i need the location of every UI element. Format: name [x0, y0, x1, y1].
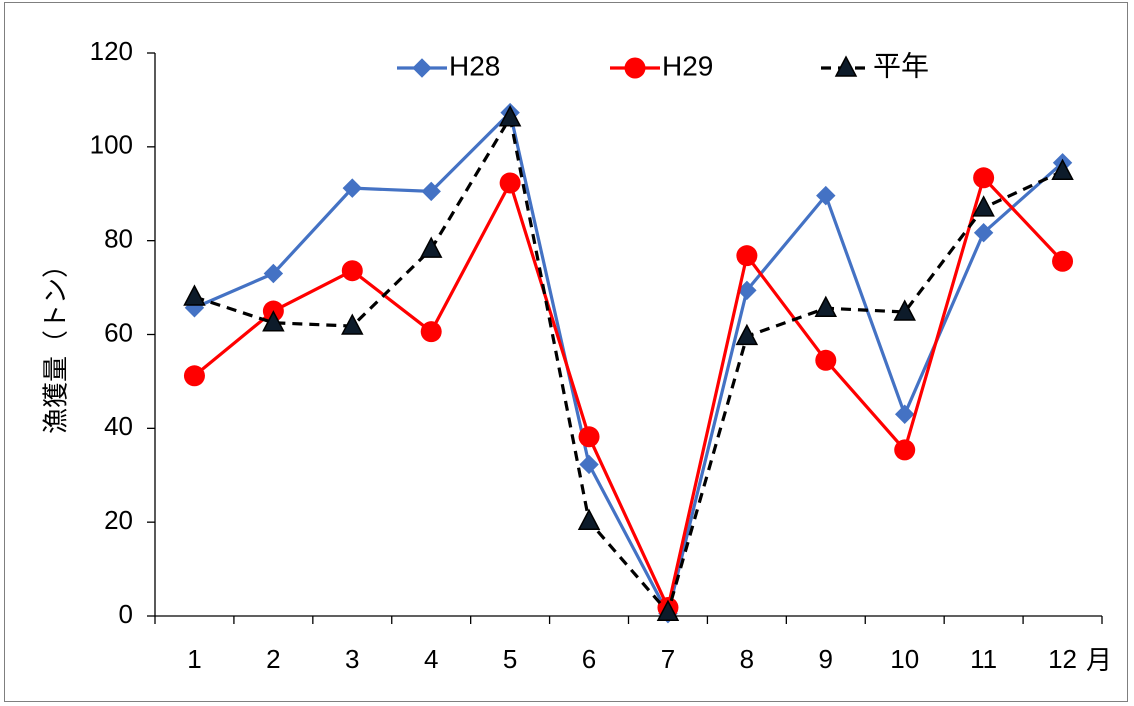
series-H28: [184, 102, 1073, 624]
x-tick-label: 1: [187, 644, 201, 674]
x-tick-label: 6: [582, 644, 596, 674]
x-axis-unit-label: 月: [1086, 646, 1112, 676]
legend-marker: [834, 55, 858, 77]
x-tick-label: 4: [424, 644, 438, 674]
legend-label: H28: [449, 50, 500, 81]
x-tick-label: 9: [819, 644, 833, 674]
x-tick-label: 3: [345, 644, 359, 674]
data-point: [578, 426, 600, 448]
series-line: [193, 116, 1064, 614]
data-point: [419, 236, 443, 258]
data-point: [736, 245, 758, 267]
y-axis-title: 漁獲量（トン）: [42, 252, 72, 434]
axes: [154, 53, 1102, 617]
legend-label: H29: [662, 50, 713, 81]
series-line: [193, 176, 1064, 610]
data-point: [577, 508, 601, 530]
data-point: [815, 349, 837, 371]
data-point: [341, 313, 364, 335]
series-line: [193, 110, 1064, 616]
data-point: [341, 260, 363, 282]
series-H29: [183, 167, 1074, 619]
x-tick-label: 12: [1048, 644, 1077, 674]
legend-item: 平年: [821, 50, 929, 81]
data-point: [1052, 250, 1074, 272]
x-tick-label: 10: [890, 644, 919, 674]
data-point: [656, 599, 680, 621]
x-tick-label: 7: [661, 644, 675, 674]
data-point: [499, 172, 521, 194]
legend: H28 H29 平年: [397, 50, 929, 81]
legend-label: 平年: [873, 50, 929, 81]
data-point: [816, 185, 836, 206]
y-tick-label: 120: [90, 36, 133, 66]
data-point: [262, 310, 285, 332]
y-tick-label: 80: [104, 224, 133, 254]
legend-marker: [412, 58, 432, 78]
data-point: [183, 365, 205, 387]
x-tick-label: 8: [740, 644, 754, 674]
data-point: [895, 404, 915, 424]
legend-marker: [624, 57, 646, 79]
y-tick-label: 60: [104, 317, 133, 347]
series-lines: [183, 102, 1074, 624]
data-point: [735, 323, 759, 346]
data-point: [420, 321, 442, 343]
y-tick-label: 0: [119, 599, 133, 629]
data-point: [973, 222, 994, 243]
y-tick-label: 40: [104, 411, 133, 441]
data-point: [498, 105, 522, 127]
x-tick-label: 5: [503, 644, 517, 674]
data-point: [1051, 158, 1074, 180]
y-tick-label: 20: [104, 505, 133, 535]
data-point: [973, 167, 995, 189]
y-tick-label: 100: [90, 130, 133, 160]
series-平年: [183, 105, 1074, 621]
legend-item: H28: [397, 50, 500, 81]
chart-frame: 0 20 40 60 80 100 120 1 2 3 4 5 6 7 8 9 10 11 12 H28 H29 平年 …: [4, 2, 1128, 702]
data-point: [893, 299, 916, 321]
legend-item: H29: [610, 50, 713, 81]
data-point: [183, 284, 206, 306]
data-point: [579, 454, 599, 475]
data-point: [421, 181, 441, 202]
x-tick-label: 11: [970, 644, 997, 674]
data-point: [263, 263, 284, 284]
data-point: [814, 295, 838, 317]
data-point: [342, 178, 362, 198]
data-point: [972, 195, 995, 217]
x-tick-label: 2: [266, 644, 280, 674]
data-point: [894, 439, 916, 461]
